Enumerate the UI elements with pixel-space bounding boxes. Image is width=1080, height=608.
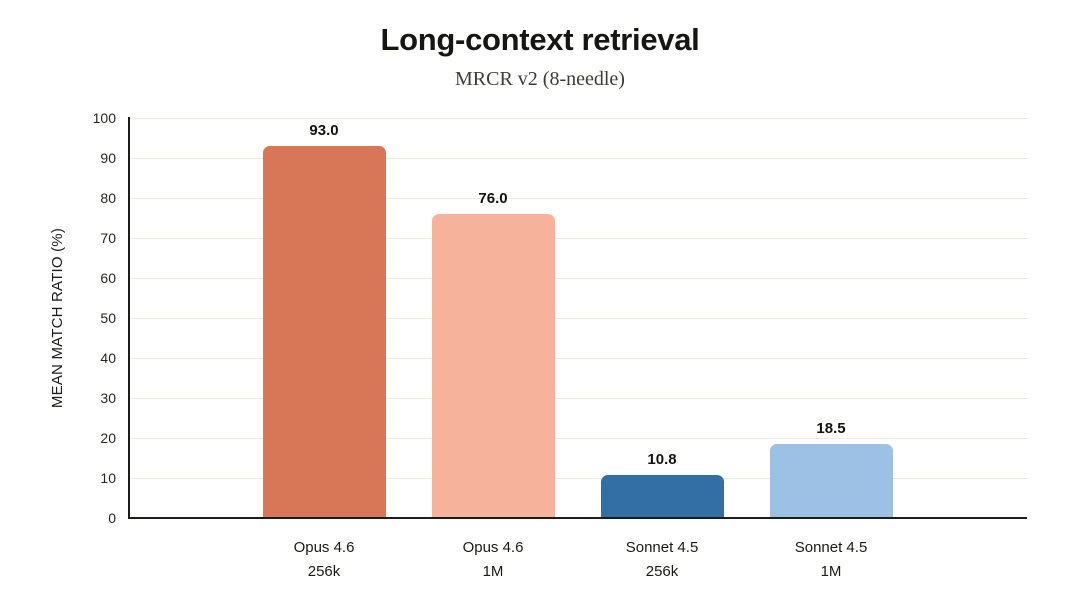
x-tick-label-line: Sonnet 4.5 (794, 539, 868, 556)
bar-group: 93.0 (262, 118, 386, 518)
bar-value-label: 93.0 (309, 122, 339, 139)
bar-group: 10.8 (600, 118, 724, 518)
x-tick-label: Sonnet 4.5 1M (746, 536, 916, 584)
bar-group: 76.0 (431, 118, 555, 518)
gridline (128, 237, 1027, 239)
x-tick-label-line: Opus 4.6 (293, 539, 355, 556)
x-axis-line (128, 517, 1027, 519)
plot-area: 93.0 76.0 10.8 18.5 (128, 117, 1027, 518)
bar-value-label: 18.5 (816, 420, 846, 437)
gridline (128, 477, 1027, 479)
gridline (128, 317, 1027, 319)
gridline (128, 397, 1027, 399)
bar-value-label: 10.8 (647, 450, 677, 468)
gridline (128, 157, 1027, 159)
chart-title: Long-context retrieval (380, 22, 700, 57)
x-tick-label-line: 256k (645, 563, 679, 580)
y-tick-label: 0 (108, 510, 116, 526)
y-tick-label: 30 (100, 390, 116, 406)
gridline (128, 197, 1027, 199)
bar-group: 18.5 (769, 118, 893, 518)
bar (262, 146, 386, 518)
gridline (128, 277, 1027, 279)
x-tick-label-line: 256k (307, 563, 341, 580)
gridline (128, 117, 1027, 119)
y-tick-label: 50 (100, 310, 116, 326)
y-tick-label: 90 (100, 150, 116, 166)
gridline (128, 437, 1027, 439)
y-axis-title: MEAN MATCH RATIO (%) (49, 227, 66, 409)
y-tick-label: 100 (92, 110, 116, 126)
chart-subtitle: MRCR v2 (8-needle) (455, 68, 625, 90)
y-axis-line (128, 117, 130, 519)
x-tick-label-line: 1M (482, 563, 504, 580)
x-tick-label-line: Sonnet 4.5 (625, 539, 699, 556)
gridline (128, 357, 1027, 359)
y-tick-label: 40 (100, 350, 116, 366)
bar-value-label: 76.0 (478, 190, 508, 207)
x-tick-label: Opus 4.6 256k (239, 536, 409, 584)
y-tick-label: 10 (100, 470, 116, 486)
x-tick-label-line: 1M (820, 563, 842, 580)
y-tick-label: 60 (100, 270, 116, 286)
y-tick-label: 70 (100, 230, 116, 246)
bar (769, 444, 893, 518)
bar (431, 214, 555, 518)
x-tick-label: Sonnet 4.5 256k (577, 536, 747, 584)
x-tick-label-line: Opus 4.6 (462, 539, 524, 556)
y-tick-label: 20 (100, 430, 116, 446)
bar (600, 474, 724, 518)
y-tick-label: 80 (100, 190, 116, 206)
x-tick-label: Opus 4.6 1M (408, 536, 578, 584)
